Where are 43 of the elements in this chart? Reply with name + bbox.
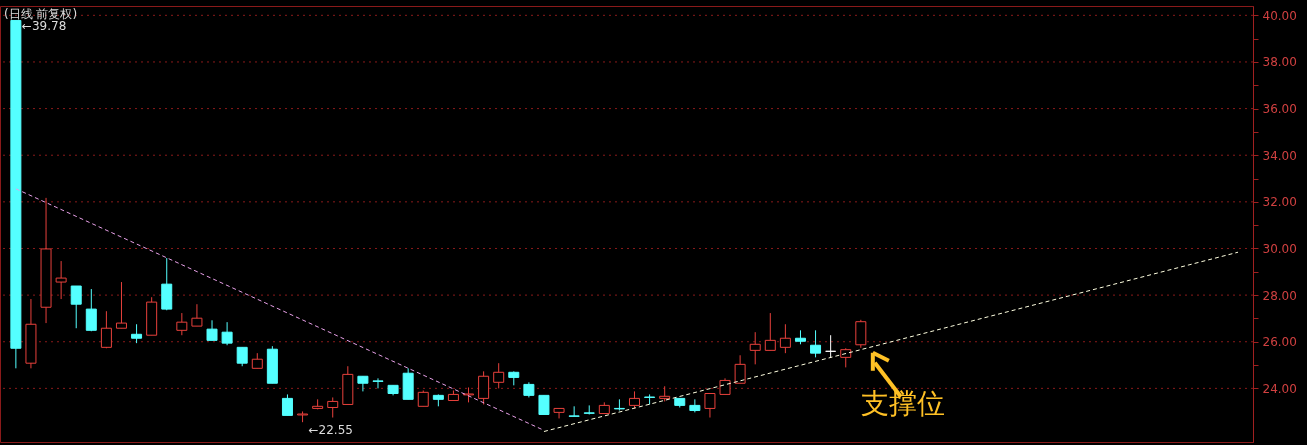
candlestick bbox=[327, 396, 339, 419]
y-tick-label: 24.00 bbox=[1262, 381, 1297, 396]
annotation: 支撑位 bbox=[860, 386, 945, 420]
candlestick bbox=[131, 323, 143, 344]
annotation: ←22.55 bbox=[308, 423, 353, 438]
candlestick bbox=[85, 288, 97, 332]
y-tick-label: 32.00 bbox=[1262, 195, 1297, 210]
candlestick bbox=[764, 312, 776, 351]
candlestick bbox=[568, 405, 580, 417]
candlestick bbox=[191, 303, 203, 327]
candlestick bbox=[236, 346, 248, 367]
y-tick-label: 28.00 bbox=[1262, 288, 1297, 303]
candlestick bbox=[704, 393, 716, 419]
candlestick bbox=[478, 370, 490, 405]
y-tick-label: 30.00 bbox=[1262, 241, 1297, 256]
y-tick-label: 38.00 bbox=[1262, 55, 1297, 70]
candlestick bbox=[206, 319, 218, 341]
annotation: ←39.78 bbox=[21, 19, 67, 34]
candlestick bbox=[55, 260, 67, 300]
y-tick-label: 34.00 bbox=[1262, 148, 1297, 163]
y-tick-label: 26.00 bbox=[1262, 335, 1297, 350]
candlestick bbox=[734, 354, 746, 384]
candlestick bbox=[825, 334, 837, 358]
candlestick bbox=[749, 331, 761, 365]
candlestick bbox=[855, 319, 867, 349]
candlestick bbox=[538, 394, 550, 415]
y-tick-label: 36.00 bbox=[1262, 102, 1297, 117]
candlestick bbox=[176, 312, 188, 336]
candlestick bbox=[221, 321, 233, 346]
candlestick bbox=[100, 310, 112, 349]
candlestick bbox=[689, 398, 701, 413]
candlestick bbox=[613, 398, 625, 412]
chart-title: (日线 前复权) bbox=[4, 7, 78, 21]
candlestick bbox=[779, 323, 791, 354]
y-tick-label: 40.00 bbox=[1262, 8, 1297, 23]
candlestick bbox=[372, 377, 384, 389]
candlestick bbox=[115, 281, 127, 329]
candlestick bbox=[493, 362, 505, 389]
candlestick bbox=[357, 375, 369, 392]
candlestick bbox=[810, 329, 822, 358]
candlestick bbox=[70, 285, 82, 329]
candlestick bbox=[553, 407, 565, 419]
candlestick bbox=[281, 393, 293, 416]
